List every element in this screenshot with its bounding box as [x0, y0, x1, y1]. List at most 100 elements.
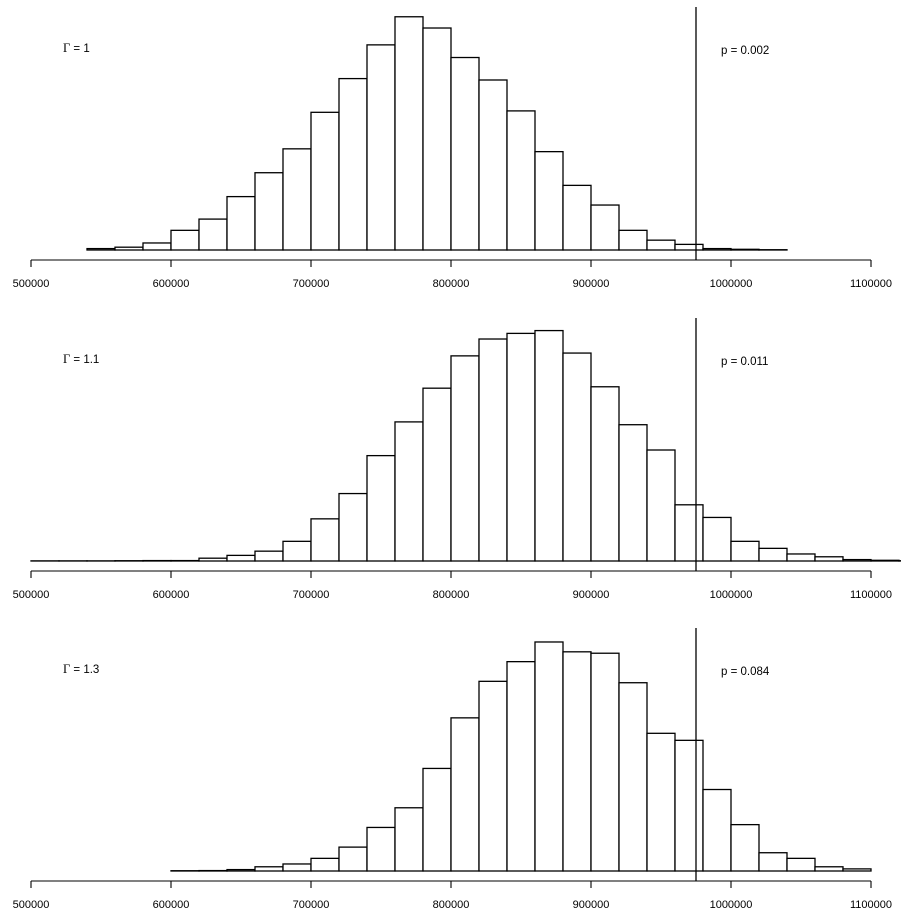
gamma-value: = 1.3	[70, 664, 99, 676]
histogram-bar	[758, 547, 788, 562]
histogram-bar	[702, 788, 732, 872]
gamma-symbol: Γ	[63, 662, 70, 676]
histogram-bar	[646, 239, 676, 251]
histogram-bar	[506, 110, 536, 251]
x-tick-label: 1100000	[850, 278, 892, 290]
gamma-annotation: Γ = 1	[63, 41, 90, 55]
histogram-bar	[506, 661, 536, 872]
x-tick-label: 900000	[573, 589, 610, 601]
histogram-panel-3: 500000 600000 700000 800000 900000 1000000 110…	[13, 628, 892, 911]
histogram-bar	[674, 504, 704, 562]
x-tick-label: 800000	[433, 589, 470, 601]
x-tick-label: 800000	[433, 278, 470, 290]
p-value-number: 0.011	[741, 356, 769, 368]
histogram-bar	[450, 56, 480, 251]
histogram-bar	[478, 338, 508, 562]
p-value-label: p =	[721, 356, 741, 368]
x-tick-label: 700000	[293, 899, 330, 911]
histogram-bar	[450, 355, 480, 562]
x-tick-label: 1100000	[850, 899, 892, 911]
histogram-bar	[338, 846, 368, 872]
histogram-bar	[450, 717, 480, 872]
histogram-bar	[226, 868, 256, 872]
histogram-bar	[394, 421, 424, 562]
histogram-bar	[730, 823, 760, 872]
histogram-bar	[226, 195, 256, 251]
histogram-bar	[590, 386, 620, 562]
histogram-bar	[562, 651, 592, 872]
histogram-bar	[394, 16, 424, 251]
histogram-bar	[478, 79, 508, 251]
histogram-bar	[534, 641, 564, 872]
histogram-bar	[366, 826, 396, 872]
histogram-bar	[422, 767, 452, 872]
histogram-panel-1: 500000 600000 700000 800000 900000 1000000 110…	[13, 7, 892, 290]
histogram-bar	[394, 807, 424, 872]
histogram-bar	[842, 868, 872, 872]
gamma-value: = 1	[70, 43, 90, 55]
histogram-bar	[814, 866, 844, 872]
x-tick-label: 1000000	[710, 589, 753, 601]
p-value-annotation: p = 0.011	[721, 356, 768, 368]
p-value-number: 0.002	[741, 45, 770, 57]
histogram-bar	[618, 682, 648, 872]
histogram-bar	[366, 454, 396, 562]
x-tick-label: 1000000	[710, 899, 753, 911]
histogram-bar	[618, 424, 648, 562]
histogram-bar	[198, 218, 228, 251]
p-value-annotation: p = 0.002	[721, 45, 769, 57]
histogram-bar	[534, 329, 564, 562]
histogram-bar	[282, 863, 312, 872]
x-tick-label: 700000	[293, 589, 330, 601]
gamma-symbol: Γ	[63, 41, 70, 55]
histogram-panel-2: 500000 600000 700000 800000 900000 1000000 110…	[13, 318, 901, 601]
histogram-bar	[422, 27, 452, 251]
histogram-bar	[646, 449, 676, 562]
p-value-number: 0.084	[741, 666, 770, 678]
histogram-bar	[870, 559, 900, 562]
x-tick-label: 800000	[433, 899, 470, 911]
gamma-annotation: Γ = 1.3	[63, 662, 99, 676]
histogram-bar	[254, 550, 284, 562]
histogram-bar	[590, 204, 620, 251]
x-tick-label: 900000	[573, 899, 610, 911]
p-value-label: p =	[721, 666, 741, 678]
gamma-value: = 1.1	[70, 354, 99, 366]
histogram-bar	[86, 247, 116, 251]
histogram-bar	[506, 332, 536, 562]
x-tick-label: 1100000	[850, 589, 892, 601]
histogram-bar	[198, 557, 228, 562]
x-tick-label: 900000	[573, 278, 610, 290]
histogram-bar	[646, 732, 676, 872]
x-tick-label: 700000	[293, 278, 330, 290]
histogram-bar	[786, 553, 816, 562]
x-tick-label: 600000	[153, 899, 190, 911]
histogram-bar	[310, 518, 340, 562]
histogram-bar	[618, 229, 648, 251]
histogram-bar	[758, 852, 788, 872]
histogram-bar	[338, 492, 368, 562]
histogram-bar	[282, 148, 312, 251]
x-tick-label: 1000000	[710, 278, 753, 290]
histogram-bar	[366, 44, 396, 251]
histogram-bar	[310, 111, 340, 251]
histogram-bar	[786, 857, 816, 872]
histogram-bar	[702, 516, 732, 562]
histogram-bar	[114, 246, 144, 251]
histogram-bar	[254, 866, 284, 872]
histogram-bar	[590, 652, 620, 872]
histogram-bar	[478, 680, 508, 872]
histogram-bar	[562, 184, 592, 251]
histogram-bar	[562, 352, 592, 562]
gamma-symbol: Γ	[63, 352, 70, 366]
histogram-bar	[226, 554, 256, 562]
p-value-label: p =	[721, 45, 741, 57]
p-value-annotation: p = 0.084	[721, 666, 770, 678]
histogram-bar	[842, 558, 872, 562]
histogram-bar	[730, 540, 760, 562]
histogram-bar	[674, 243, 704, 251]
x-tick-label: 500000	[13, 278, 50, 290]
histogram-bar	[142, 242, 172, 251]
histogram-bar	[310, 857, 340, 872]
